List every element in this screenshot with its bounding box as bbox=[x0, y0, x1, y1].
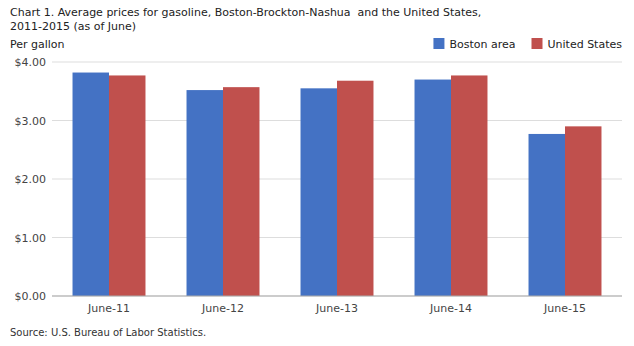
bar bbox=[223, 87, 259, 296]
legend-swatch bbox=[532, 38, 543, 49]
grid bbox=[52, 62, 622, 296]
y-tick-label: $2.00 bbox=[15, 173, 47, 186]
x-tick-label: June-13 bbox=[315, 302, 358, 315]
legend-label: Boston area bbox=[449, 38, 515, 51]
subtitle: 2011-2015 (as of June) bbox=[10, 20, 136, 33]
grid-line bbox=[52, 62, 622, 63]
bar bbox=[565, 126, 601, 296]
x-axis-line bbox=[52, 296, 622, 297]
bar bbox=[337, 81, 373, 296]
bar bbox=[529, 134, 565, 296]
y-tick-label: $1.00 bbox=[15, 232, 47, 245]
y-tick-label: $0.00 bbox=[15, 290, 47, 303]
legend-swatch bbox=[433, 38, 444, 49]
bar bbox=[109, 75, 145, 296]
y-tick-label: $4.00 bbox=[15, 56, 47, 69]
bars bbox=[73, 73, 602, 296]
bar bbox=[73, 73, 109, 296]
bar bbox=[415, 80, 451, 296]
source-note: Source: U.S. Bureau of Labor Statistics. bbox=[10, 327, 206, 338]
y-axis-label: Per gallon bbox=[10, 38, 65, 51]
bar bbox=[301, 88, 337, 296]
chart: Chart 1. Average prices for gasoline, Bo… bbox=[0, 0, 634, 346]
bar bbox=[451, 75, 487, 296]
legend: United States Boston area bbox=[433, 38, 622, 51]
grid-line bbox=[52, 296, 622, 297]
title: Chart 1. Average prices for gasoline, Bo… bbox=[10, 6, 481, 19]
x-tick-label: June-12 bbox=[201, 302, 244, 315]
x-tick-label: June-15 bbox=[543, 302, 586, 315]
y-tick-label: $3.00 bbox=[15, 115, 47, 128]
legend-label: United States bbox=[548, 38, 623, 51]
bar bbox=[187, 90, 223, 296]
x-tick-label: June-11 bbox=[87, 302, 130, 315]
x-tick-label: June-14 bbox=[429, 302, 472, 315]
